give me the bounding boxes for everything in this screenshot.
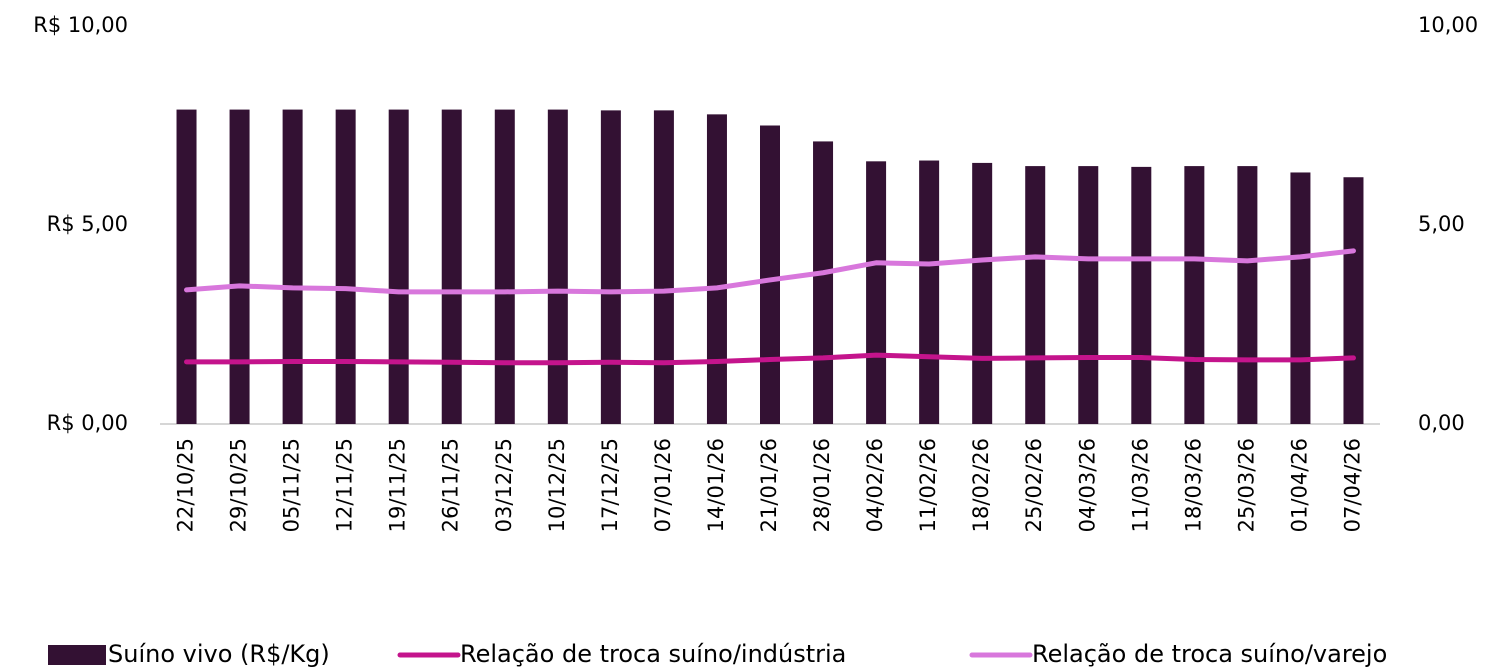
x-tick-label: 11/02/26 bbox=[916, 438, 940, 532]
bar bbox=[1131, 166, 1152, 424]
bar bbox=[653, 110, 674, 424]
y-tick-label: R$ 0,00 bbox=[47, 411, 128, 435]
x-tick-label: 12/11/25 bbox=[333, 438, 357, 532]
y2-tick-label: 10,00 bbox=[1418, 13, 1478, 37]
x-tick-label: 14/01/26 bbox=[704, 438, 728, 532]
bar bbox=[813, 141, 834, 425]
bar bbox=[494, 109, 515, 424]
line bbox=[184, 352, 1356, 366]
bar bbox=[1290, 172, 1311, 424]
bar bbox=[1025, 166, 1046, 424]
x-tick-label: 25/03/26 bbox=[1234, 438, 1258, 532]
x-tick-label: 19/11/25 bbox=[386, 438, 410, 532]
x-tick-label: 07/01/26 bbox=[651, 438, 675, 532]
x-tick-label: 29/10/25 bbox=[227, 438, 251, 532]
x-tick-label: 04/02/26 bbox=[863, 438, 887, 532]
bar bbox=[1343, 177, 1364, 424]
bar bbox=[600, 110, 621, 424]
x-tick-label: 25/02/26 bbox=[1022, 438, 1046, 532]
legend-label: Suíno vivo (R$/Kg) bbox=[108, 640, 330, 668]
x-tick-label: 18/03/26 bbox=[1181, 438, 1205, 532]
x-tick-label: 04/03/26 bbox=[1075, 438, 1099, 532]
x-tick-label: 07/04/26 bbox=[1340, 438, 1364, 532]
legend-label: Relação de troca suíno/indústria bbox=[460, 640, 846, 668]
bar bbox=[229, 109, 250, 424]
x-tick-label: 26/11/25 bbox=[439, 438, 463, 532]
x-tick-label: 28/01/26 bbox=[810, 438, 834, 532]
y2-tick-label: 5,00 bbox=[1418, 212, 1465, 236]
y-tick-label: R$ 10,00 bbox=[33, 13, 128, 37]
bar bbox=[706, 114, 727, 424]
x-tick-label: 22/10/25 bbox=[174, 438, 198, 532]
bar bbox=[1078, 166, 1099, 424]
x-tick-label: 17/12/25 bbox=[598, 438, 622, 532]
x-tick-label: 05/11/25 bbox=[280, 438, 304, 532]
bar bbox=[1184, 166, 1205, 424]
bar bbox=[388, 109, 409, 424]
bar bbox=[760, 125, 780, 424]
x-tick-label: 03/12/25 bbox=[492, 438, 516, 532]
x-tick-label: 11/03/26 bbox=[1128, 438, 1152, 532]
bar bbox=[972, 162, 993, 425]
x-tick-label: 18/02/26 bbox=[969, 438, 993, 532]
y-tick-label: R$ 5,00 bbox=[47, 212, 128, 236]
bar bbox=[441, 109, 462, 424]
bar bbox=[866, 161, 887, 424]
legend-label: Relação de troca suíno/varejo bbox=[1032, 640, 1387, 668]
bar bbox=[1237, 166, 1258, 424]
bar bbox=[547, 109, 568, 424]
legend-swatch bbox=[48, 645, 106, 665]
x-tick-label: 21/01/26 bbox=[757, 438, 781, 532]
y2-tick-label: 0,00 bbox=[1418, 411, 1465, 435]
bar bbox=[335, 109, 356, 424]
bar bbox=[176, 109, 197, 424]
x-tick-label: 01/04/26 bbox=[1287, 438, 1311, 532]
line bbox=[184, 248, 1356, 295]
bar bbox=[282, 109, 303, 424]
bar bbox=[919, 160, 940, 425]
x-tick-label: 10/12/25 bbox=[545, 438, 569, 532]
